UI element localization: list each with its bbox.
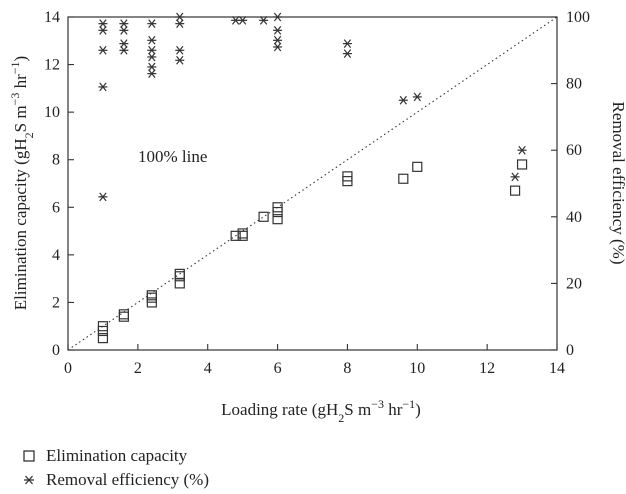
removal-efficiency-point [98,19,108,29]
elimination-capacity-point [258,211,269,222]
removal-efficiency-point [273,35,283,45]
elimination-capacity-point [174,268,185,279]
elimination-capacity-point [97,333,109,344]
x-tick-label: 12 [479,360,495,377]
y-right-axis-title: Removal efficiency (%) [609,101,626,264]
removal-efficiency-point [175,19,185,29]
y-left-tick-label: 6 [52,199,60,216]
plot-frame [67,16,558,351]
y-right-axis-ticks: 0 20 40 60 80 100 [551,9,590,359]
elimination-capacity-point [272,202,283,213]
elimination-capacity-points [97,159,528,344]
y-left-axis-ticks: 0 2 4 6 8 10 12 14 [44,9,74,359]
removal-efficiency-point [398,95,408,105]
elimination-capacity-point [97,321,109,332]
removal-efficiency-point [238,15,248,25]
removal-efficiency-point [147,19,157,29]
removal-efficiency-point [273,12,283,22]
elimination-capacity-point [146,290,157,301]
removal-efficiency-point [119,39,129,49]
x-axis-title: Loading rate (gH2S m−3 hr−1) [221,397,421,425]
y-left-tick-label: 2 [52,294,60,311]
hundred-percent-line [67,16,558,351]
removal-efficiency-point [412,92,422,102]
removal-efficiency-points [98,12,527,202]
elimination-capacity-point [398,173,409,184]
removal-efficiency-point [119,25,129,35]
legend-label: Removal efficiency (%) [46,470,210,489]
y-left-tick-label: 8 [52,152,60,169]
removal-efficiency-point [147,69,157,78]
x-tick-label: 10 [409,360,425,377]
elimination-capacity-point [118,309,129,320]
removal-efficiency-point [342,49,352,59]
removal-efficiency-point [98,25,108,35]
removal-efficiency-point [147,52,157,62]
elimination-capacity-point [509,185,521,196]
legend: Elimination capacity Removal efficiency … [20,444,320,492]
x-tick-label: 4 [204,360,212,377]
asterisk-marker-icon [24,475,34,485]
reference-line-layer [67,16,558,351]
y-left-tick-label: 14 [44,9,60,26]
removal-efficiency-point [273,25,283,35]
plot-border [67,16,558,351]
removal-efficiency-point [98,82,108,92]
removal-efficiency-point [259,15,269,25]
y-left-tick-label: 4 [52,247,60,264]
legend-item-elimination-capacity: Elimination capacity [20,444,320,468]
removal-efficiency-point [147,35,157,45]
elimination-capacity-point [412,161,423,172]
elimination-capacity-point [516,159,528,170]
y-right-tick-label: 60 [566,142,582,159]
y-right-tick-label: 20 [566,275,582,292]
x-tick-label: 8 [343,360,351,377]
removal-efficiency-point [147,62,157,72]
y-right-tick-label: 80 [566,76,582,93]
removal-efficiency-point [175,12,185,22]
removal-efficiency-point [175,55,185,65]
reference-line-label: 100% line [138,147,207,166]
removal-efficiency-point [119,19,129,29]
y-right-tick-label: 40 [566,209,582,226]
y-left-tick-label: 12 [44,57,60,74]
removal-efficiency-point [175,45,185,55]
y-left-tick-label: 10 [44,104,60,121]
elimination-capacity-point [230,230,241,241]
legend-item-removal-efficiency: Removal efficiency (%) [20,468,320,492]
y-left-tick-label: 0 [52,342,60,359]
removal-efficiency-point [517,145,527,155]
elimination-capacity-point [272,214,283,225]
x-tick-label: 0 [64,360,72,377]
chart: 0 2 4 6 8 10 12 14 0 2 4 6 8 10 12 14 0 20 40 60 80 100 100… [8,9,626,425]
x-tick-label: 6 [274,360,282,377]
removal-efficiency-point [98,192,108,202]
removal-efficiency-point [147,45,157,55]
y-left-axis-title: Elimination capacity (gH2S m−3 hr−1) [8,56,36,310]
removal-efficiency-point [98,45,108,55]
square-marker-icon [23,450,35,462]
removal-efficiency-point [273,42,283,52]
removal-efficiency-point [119,45,129,55]
removal-efficiency-point [510,172,520,182]
x-tick-label: 2 [134,360,142,377]
elimination-capacity-point [342,171,353,182]
elimination-capacity-point [237,228,248,239]
removal-efficiency-point [342,39,352,49]
y-right-tick-label: 0 [566,342,574,359]
x-tick-label: 14 [549,360,565,377]
x-axis-ticks: 0 2 4 6 8 10 12 14 [64,344,565,377]
y-right-tick-label: 100 [566,9,590,26]
legend-label: Elimination capacity [46,446,188,465]
